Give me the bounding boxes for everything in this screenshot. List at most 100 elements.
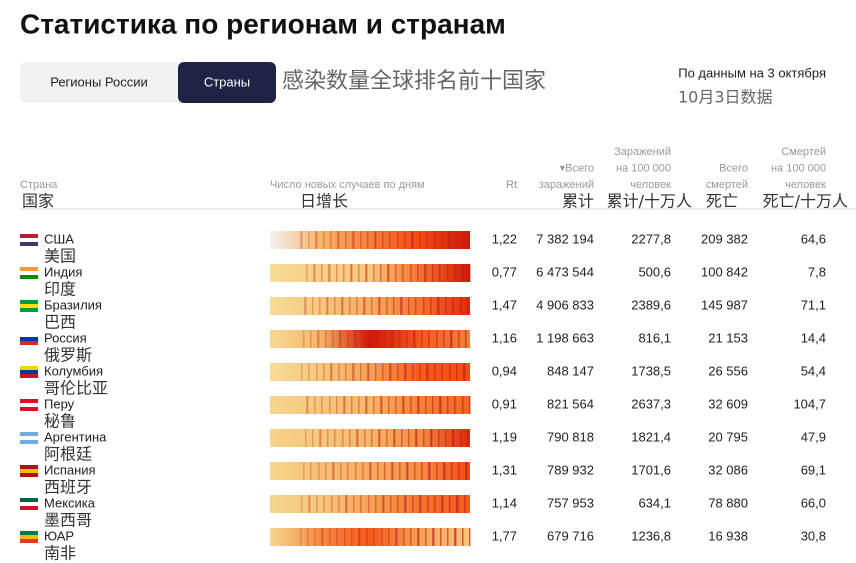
cell: 1,19 [492,429,517,444]
stripe-tick [441,231,443,249]
stripe-tick [323,231,325,249]
flag [20,403,38,407]
cell: 679 716 [547,528,594,543]
flag [20,469,38,473]
stripe-tick [329,396,331,414]
stripe-tick [377,462,379,480]
stripe-tick [453,429,455,447]
cell: 20 795 [708,429,748,444]
flag [20,337,38,341]
stripe-tick [314,528,316,546]
tab[interactable]: Регионы России [50,74,148,89]
stripe-tick [326,297,328,315]
stripe-tick [357,429,359,447]
flag [20,436,38,440]
stripe-tick [425,396,427,414]
tab[interactable]: Страны [204,74,250,89]
stripe-tick [441,363,443,381]
stripe-tick [447,528,449,546]
country-cn: 巴西 [44,313,76,332]
stripe-tick [316,231,318,249]
stripe-tick [336,264,338,282]
stripe-tick [438,297,440,315]
stripe-tick [332,330,334,348]
stripe-tick [327,429,329,447]
stripe-tick [428,330,430,348]
stripe-tick [421,462,423,480]
stripe-tick [312,297,314,315]
stripe-tick [308,231,310,249]
cell: 14,4 [801,330,826,345]
cell: 1236,8 [631,528,671,543]
stripe-tick [415,297,417,315]
cell: 2277,8 [631,231,671,246]
stripe-tick [425,528,427,546]
column-header-cn: 死亡/十万人 [763,192,848,211]
stripe-tick [352,231,354,249]
stripe-tick [414,462,416,480]
stripe-tick [418,396,420,414]
stripe-tick [399,462,401,480]
country-cn: 墨西哥 [44,511,92,530]
heat-stripe [270,528,470,546]
stripe-tick [369,330,371,348]
column-header-cn: 累计/十万人 [607,192,692,211]
flag [20,267,38,271]
stripe-tick [451,330,453,348]
stripe-tick [469,396,471,414]
stripe-tick [418,528,420,546]
stripe-tick [343,396,345,414]
cell: 634,1 [638,495,671,510]
stripe-tick [310,462,312,480]
stripe-tick [404,363,406,381]
stripe-tick [371,297,373,315]
column-header: заражений [539,179,594,191]
flag [20,535,38,539]
stripe-tick [306,396,308,414]
country-cn: 哥伦比亚 [44,379,108,398]
flag [20,370,38,374]
flag [20,242,38,246]
cell: 2389,6 [631,297,671,312]
stripe-tick [394,429,396,447]
heat-stripe [270,264,470,282]
stripe-tick [345,495,347,513]
stripe-tick [344,528,346,546]
stripe-tick [454,396,456,414]
stripe-tick [375,363,377,381]
stripe-tick [328,264,330,282]
country-cn: 南非 [44,544,76,563]
stripe-tick [388,396,390,414]
stripe-tick [443,462,445,480]
stripe-tick [343,264,345,282]
flag [20,440,38,444]
stripe-tick [336,396,338,414]
stripe-tick [417,396,419,414]
stripe-tick [419,231,421,249]
cell: 104,7 [793,396,826,411]
stripe-tick [352,363,354,381]
flag [20,399,38,403]
stripe-tick [314,264,316,282]
cell: 32 086 [708,462,748,477]
stripe-tick [384,330,386,348]
stripe-tick [365,264,367,282]
cell: 1,77 [492,528,517,543]
cell: 47,9 [801,429,826,444]
stripe-tick [464,363,466,381]
stripe-tick [392,462,394,480]
flag [20,333,38,337]
stripe-tick [373,396,375,414]
stripe-tick [395,264,397,282]
stripe-tick [399,330,401,348]
stripe-tick [349,297,351,315]
country: Индия [44,264,82,279]
stripe-tick [321,264,323,282]
stripe-tick [402,396,404,414]
stripe-tick [351,528,353,546]
column-header-cn: 日增长 [300,192,348,211]
flag [20,238,38,242]
stripe-tick [430,429,432,447]
stripe-tick [381,396,383,414]
